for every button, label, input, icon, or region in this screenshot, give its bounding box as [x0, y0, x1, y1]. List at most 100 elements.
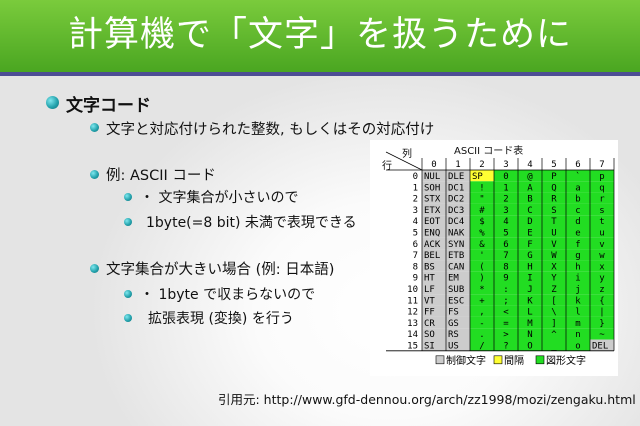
- ascii-cell: [470, 215, 494, 227]
- ascii-char: BEL: [424, 251, 440, 261]
- ascii-char: ~: [599, 330, 605, 340]
- ascii-char: N: [527, 330, 532, 340]
- ascii-char: ): [479, 274, 484, 284]
- ascii-cell: [422, 249, 446, 261]
- ascii-char: DC2: [448, 195, 464, 205]
- ascii-cell: [542, 294, 566, 306]
- ascii-cell: [470, 181, 494, 193]
- ascii-char: ': [479, 251, 484, 261]
- ascii-char: DC3: [448, 206, 464, 216]
- ascii-cell: [422, 294, 446, 306]
- ascii-cell: [446, 271, 470, 283]
- ascii-char: RS: [448, 330, 459, 340]
- ascii-cell: [590, 260, 614, 272]
- ascii-cell: [590, 271, 614, 283]
- ascii-char: 1: [503, 183, 508, 193]
- ascii-cell: [590, 283, 614, 295]
- ascii-char: %: [479, 229, 485, 239]
- ascii-char: [: [551, 296, 556, 306]
- heading-bullet: 文字コード: [66, 96, 151, 116]
- ascii-char: R: [551, 195, 557, 205]
- title-underline: [0, 72, 640, 76]
- ascii-cell: [518, 305, 542, 317]
- ascii-char: .: [479, 330, 484, 340]
- bullet-extended-representation: 拡張表現 (変換) を行う: [148, 311, 294, 327]
- ascii-cell: [518, 316, 542, 329]
- column-label: 7: [599, 160, 604, 170]
- ascii-char: :: [503, 285, 508, 295]
- ascii-cell: [542, 226, 566, 238]
- ascii-char: h: [575, 262, 580, 272]
- ascii-char: SYN: [448, 240, 464, 250]
- ascii-char: |: [599, 308, 604, 318]
- ascii-cell: [566, 260, 590, 272]
- ascii-cell: [494, 260, 518, 272]
- ascii-cell: [446, 305, 470, 317]
- ascii-cell: [422, 328, 446, 340]
- ascii-char: W: [551, 251, 557, 261]
- ascii-char: b: [575, 195, 580, 205]
- legend-label: 間隔: [504, 355, 524, 367]
- ascii-cell: [446, 294, 470, 306]
- ascii-cell: [446, 316, 470, 329]
- ascii-cell: [422, 271, 446, 283]
- ascii-char: V: [551, 240, 557, 250]
- ascii-char: m: [575, 319, 580, 329]
- legend-swatch: [493, 355, 503, 365]
- ascii-char: k: [575, 296, 581, 306]
- ascii-cell: [518, 339, 542, 351]
- ascii-char: ": [479, 195, 484, 205]
- ascii-cell: [470, 249, 494, 261]
- ascii-cell: [590, 226, 614, 238]
- ascii-char: t: [599, 217, 604, 227]
- ascii-cell: [494, 192, 518, 204]
- ascii-cell: [590, 328, 614, 340]
- ascii-cell: [446, 192, 470, 204]
- row-label: 12: [407, 308, 418, 318]
- ascii-char: l: [575, 308, 580, 318]
- ascii-char: q: [599, 183, 604, 193]
- legend-label: 制御文字: [446, 354, 486, 367]
- row-label: 9: [413, 274, 418, 284]
- ascii-char: VT: [424, 296, 435, 306]
- ascii-char: x: [599, 262, 605, 272]
- ascii-char: 0: [503, 172, 508, 182]
- ascii-char: -: [479, 319, 484, 329]
- row-label: 5: [413, 229, 418, 239]
- ascii-char: M: [527, 319, 533, 329]
- ascii-cell: [590, 170, 614, 182]
- ascii-cell: [542, 328, 566, 340]
- ascii-cell: [446, 328, 470, 340]
- ascii-char: (: [479, 262, 484, 272]
- ascii-cell: [494, 305, 518, 317]
- column-label: 0: [431, 160, 436, 170]
- row-axis-label: 行: [382, 161, 392, 172]
- ascii-cell: [518, 215, 542, 227]
- ascii-char: J: [527, 285, 532, 295]
- ascii-cell: [542, 203, 566, 216]
- ascii-cell: [422, 260, 446, 272]
- column-label: 3: [503, 160, 508, 170]
- ascii-char: 8: [503, 262, 508, 272]
- ascii-cell: [518, 249, 542, 261]
- ascii-cell: [470, 339, 494, 351]
- ascii-cell: [422, 203, 446, 216]
- ascii-cell: [470, 271, 494, 283]
- row-label: 11: [407, 296, 418, 306]
- ascii-char: HT: [424, 274, 435, 284]
- ascii-cell: [590, 181, 614, 193]
- bullet-under-1byte: 1byte(=8 bit) 未満で表現できる: [146, 215, 357, 231]
- ascii-cell: [518, 203, 542, 216]
- ascii-char: BS: [424, 262, 435, 272]
- ascii-cell: [518, 226, 542, 238]
- ascii-cell: [494, 249, 518, 261]
- legend-swatch: [535, 355, 545, 365]
- ascii-cell: [590, 203, 614, 216]
- ascii-cell: [542, 316, 566, 329]
- ascii-cell: [542, 192, 566, 204]
- ascii-cell: [590, 339, 614, 351]
- ascii-char: 4: [503, 217, 508, 227]
- ascii-cell: [518, 328, 542, 340]
- ascii-cell: [518, 170, 542, 182]
- ascii-char: 7: [503, 251, 508, 261]
